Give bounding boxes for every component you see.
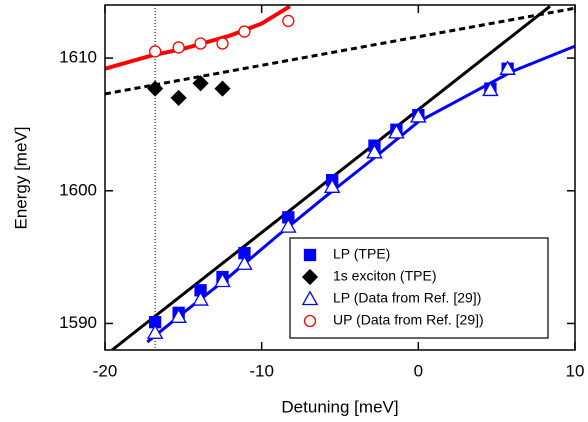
marker <box>301 290 319 306</box>
plot-area <box>105 5 575 350</box>
marker <box>482 81 499 97</box>
marker <box>192 75 209 92</box>
x-tick-label: -10 <box>249 361 274 380</box>
marker <box>147 80 164 97</box>
x-axis-title: Detuning [meV] <box>281 397 398 416</box>
marker <box>192 291 209 306</box>
y-tick-label: 1610 <box>59 48 97 67</box>
marker <box>282 14 295 28</box>
marker <box>194 37 207 50</box>
marker <box>170 89 187 106</box>
marker <box>499 60 516 75</box>
marker <box>303 248 317 262</box>
y-tick-label: 1600 <box>59 180 97 199</box>
marker <box>214 272 231 288</box>
legend: LP (TPE) 1s exciton (TPE) LP (Data from Re… <box>289 237 549 339</box>
marker <box>323 178 341 193</box>
marker <box>238 25 251 38</box>
y-axis-title: Energy [meV] <box>11 127 30 230</box>
axes: -20 -10 0 10 1590 1600 1610 <box>59 5 584 380</box>
fit-line <box>105 5 291 71</box>
marker <box>148 45 162 58</box>
legend-label: LP (TPE) <box>333 246 390 262</box>
marker <box>214 80 231 97</box>
x-tick-label: 0 <box>414 361 423 380</box>
x-tick-label: 10 <box>566 361 585 380</box>
marker <box>216 37 229 50</box>
marker <box>172 41 185 54</box>
y-tick-label: 1590 <box>59 313 97 332</box>
legend-box <box>289 237 549 339</box>
x-tick-label: -20 <box>93 361 118 380</box>
axes-frame <box>104 4 576 351</box>
legend-label: 1s exciton (TPE) <box>333 268 436 284</box>
marker <box>170 308 187 323</box>
marker <box>303 314 317 328</box>
marker <box>301 268 319 286</box>
marker <box>236 255 253 270</box>
legend-label: LP (Data from Ref. [29]) <box>333 290 481 306</box>
marker <box>410 107 427 123</box>
marker <box>388 123 405 139</box>
marker <box>146 324 164 339</box>
marker <box>366 143 383 159</box>
marker <box>280 218 297 233</box>
legend-label: UP (Data from Ref. [29]) <box>333 312 484 328</box>
